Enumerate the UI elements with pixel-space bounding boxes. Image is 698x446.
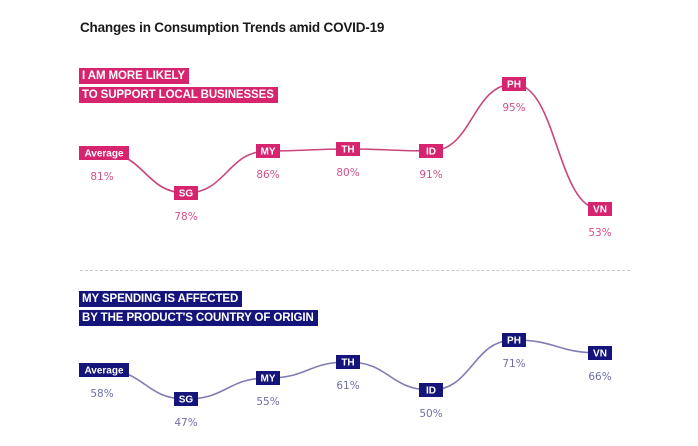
chart-2-node-vn: [588, 346, 612, 360]
chart-2-category-label: Average: [84, 366, 124, 377]
chart-1-category-label: ID: [426, 147, 436, 158]
chart-2-category-label: VN: [593, 349, 607, 360]
chart-2-category-label: SG: [179, 395, 194, 406]
chart-1-category-label: SG: [179, 189, 194, 200]
chart-1-value-label: 53%: [588, 227, 611, 239]
chart-2-node-id: [419, 383, 443, 397]
chart-1-node-th: [336, 142, 360, 156]
chart-1-node-ph: [502, 77, 526, 91]
chart-1-category-label: Average: [84, 149, 124, 160]
chart-1-category-label: PH: [507, 80, 521, 91]
chart-2: Average 58% SG 47% MY 55% TH 61% ID 50% PH 71% VN 66%: [79, 333, 612, 429]
chart-1-node-my: [256, 144, 280, 158]
chart-1-category-label: TH: [341, 145, 354, 156]
chart-2-value-label: 66%: [588, 371, 611, 383]
chart-2-category-label: PH: [507, 336, 521, 347]
page-title: Changes in Consumption Trends amid COVID…: [80, 20, 385, 35]
chart-2-node-average: [79, 363, 129, 377]
chart-2-value-label: 55%: [256, 396, 279, 408]
chart-2-value-label: 71%: [502, 358, 525, 370]
chart-2-node-ph: [502, 333, 526, 347]
chart2-title-line1: MY SPENDING IS AFFECTED: [79, 291, 243, 307]
chart1-title-line1: I AM MORE LIKELY: [79, 68, 189, 84]
chart-2-value-label: 50%: [419, 408, 442, 420]
chart-2-value-label: 47%: [174, 417, 197, 429]
chart-2-node-th: [336, 355, 360, 369]
chart2-title-line2: BY THE PRODUCT'S COUNTRY OF ORIGIN: [79, 310, 318, 326]
chart-2-value-label: 61%: [336, 380, 359, 392]
chart-1-node-vn: [588, 202, 612, 216]
chart1-title-line2: TO SUPPORT LOCAL BUSINESSES: [79, 87, 278, 103]
chart-2-node-sg: [174, 392, 198, 406]
chart-1-value-label: 81%: [90, 171, 113, 183]
chart-2-category-label: TH: [341, 358, 354, 369]
chart-2-node-my: [256, 371, 280, 385]
chart-1-value-label: 91%: [419, 169, 442, 181]
chart-1-value-label: 80%: [336, 167, 359, 179]
section-divider: [80, 270, 630, 271]
chart-1-category-label: MY: [261, 147, 276, 158]
chart-1-node-average: [79, 146, 129, 160]
chart-1-value-label: 86%: [256, 169, 279, 181]
chart-1-node-id: [419, 144, 443, 158]
chart-2-category-label: MY: [261, 374, 276, 385]
chart-2-category-label: ID: [426, 386, 436, 397]
chart-1: Average 81% SG 78% MY 86% TH 80% ID 91% PH 95% VN 53%: [79, 77, 612, 239]
chart-1-node-sg: [174, 186, 198, 200]
chart-1-value-label: 78%: [174, 211, 197, 223]
chart-1-category-label: VN: [593, 205, 607, 216]
chart-2-value-label: 58%: [90, 388, 113, 400]
chart-1-value-label: 95%: [502, 102, 525, 114]
